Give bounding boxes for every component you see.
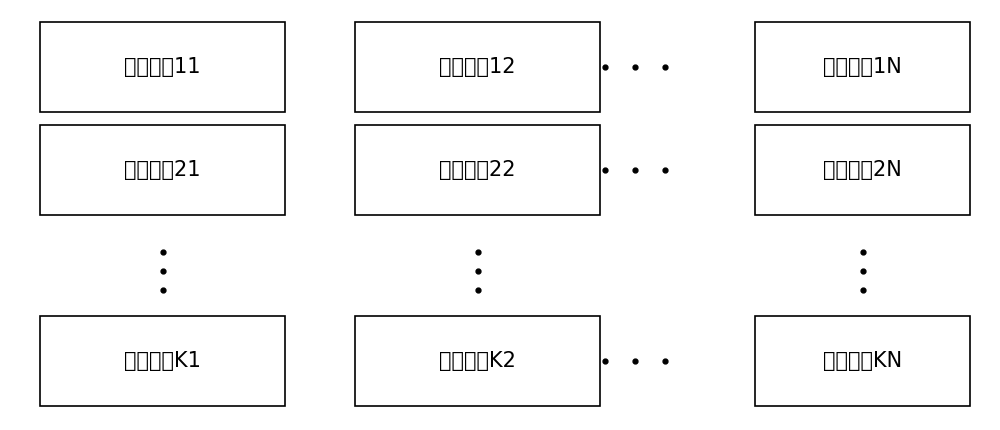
FancyBboxPatch shape (355, 125, 600, 215)
Text: 计算单元1N: 计算单元1N (823, 57, 902, 77)
Text: 计算单元K2: 计算单元K2 (439, 351, 516, 371)
FancyBboxPatch shape (755, 125, 970, 215)
FancyBboxPatch shape (40, 316, 285, 406)
FancyBboxPatch shape (40, 125, 285, 215)
Text: 计算单元K1: 计算单元K1 (124, 351, 201, 371)
FancyBboxPatch shape (755, 22, 970, 112)
Text: 计算单元11: 计算单元11 (124, 57, 201, 77)
FancyBboxPatch shape (40, 22, 285, 112)
Text: 计算单元22: 计算单元22 (439, 160, 516, 180)
Text: 计算单元KN: 计算单元KN (823, 351, 902, 371)
Text: 计算单元12: 计算单元12 (439, 57, 516, 77)
FancyBboxPatch shape (755, 316, 970, 406)
Text: 计算单元21: 计算单元21 (124, 160, 201, 180)
Text: 计算单元2N: 计算单元2N (823, 160, 902, 180)
FancyBboxPatch shape (355, 316, 600, 406)
FancyBboxPatch shape (355, 22, 600, 112)
